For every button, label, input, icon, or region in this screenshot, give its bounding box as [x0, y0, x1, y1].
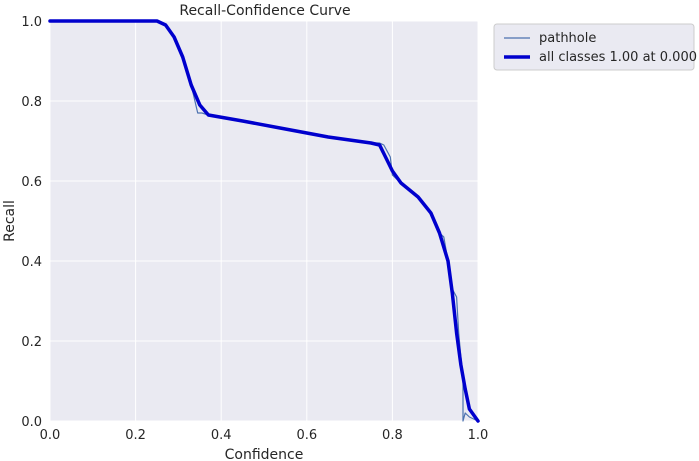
chart-title: Recall-Confidence Curve — [179, 3, 350, 19]
x-tick-label: 0.2 — [125, 428, 146, 443]
legend-label-pathhole: pathhole — [539, 31, 596, 46]
x-tick-label: 0.6 — [296, 428, 317, 443]
series-lines — [48, 19, 480, 423]
y-tick-label: 0.2 — [21, 335, 42, 350]
y-tick-label: 0.0 — [21, 415, 42, 430]
series-line-all-classes — [48, 19, 480, 423]
y-tick-label: 1.0 — [21, 15, 42, 30]
y-tick-label: 0.4 — [21, 255, 42, 270]
legend: pathhole all classes 1.00 at 0.000 — [493, 23, 697, 71]
x-axis-label: Confidence — [225, 447, 304, 461]
y-tick-label: 0.8 — [21, 95, 42, 110]
legend-label-all-classes: all classes 1.00 at 0.000 — [539, 50, 697, 65]
legend-box — [493, 23, 695, 71]
tick-labels: 0.0 0.2 0.4 0.6 0.8 1.0 0.0 0.2 0.4 0.6 0.8 1.0 — [21, 15, 488, 443]
x-tick-label: 0.0 — [40, 428, 61, 443]
x-tick-label: 0.8 — [382, 428, 403, 443]
x-tick-label: 1.0 — [468, 428, 489, 443]
x-tick-label: 0.4 — [211, 428, 232, 443]
y-axis-label: Recall — [2, 200, 18, 242]
y-tick-label: 0.6 — [21, 175, 42, 190]
plot-area — [50, 21, 478, 421]
